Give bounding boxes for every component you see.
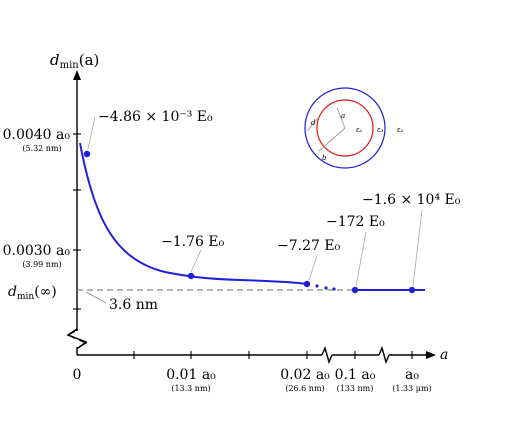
x-tick-sub-001: (13.3 nm) (171, 384, 210, 393)
inset-radius-b (318, 127, 346, 152)
inset-label-e2: ε₂ (397, 126, 404, 134)
y-axis-title: dmin(a) (50, 51, 99, 71)
x-tick-sub-002: (26.6 nm) (285, 384, 324, 393)
gap-dot (324, 286, 328, 290)
energy-label-1: −4.86 × 10⁻³ E₀ (98, 109, 213, 125)
y-tick-sub-0030: (3.99 nm) (22, 260, 61, 269)
gap-dot (332, 287, 336, 291)
inset-label-e3: ε₃ (377, 126, 384, 134)
energy-pointer (355, 231, 367, 287)
asymptote-value: 3.6 nm (109, 297, 158, 313)
x-axis-arrow (426, 351, 436, 359)
inset-radius-a (336, 107, 346, 129)
y-tick-label-0030: 0.0030 a₀ (3, 243, 71, 259)
inset-d-mark (306, 116, 320, 132)
inset-label-b: b (322, 154, 327, 162)
energy-pointer (87, 116, 96, 150)
data-point (408, 286, 416, 294)
data-point (83, 150, 91, 158)
x-tick-label-001: 0.01 a₀ (166, 367, 216, 383)
series-curve (79, 142, 307, 285)
inset-label-d: d (311, 119, 316, 127)
x-tick-label-0: 0 (73, 367, 82, 383)
x-tick-label-a0: a₀ (405, 367, 419, 383)
y-axis-arrow (73, 70, 81, 80)
energy-pointer (190, 249, 202, 273)
x-tick-sub-01: (133 nm) (337, 384, 374, 393)
energy-label-4: −172 E₀ (326, 214, 385, 230)
x-axis-break-2 (378, 345, 390, 365)
inset-label-a: a (341, 112, 345, 120)
x-tick-label-01: 0.1 a₀ (335, 367, 376, 383)
x-ticks (133, 351, 413, 359)
y-axis-break-line (66, 328, 88, 350)
inset-inner-circle (316, 99, 374, 157)
energy-pointer (412, 209, 423, 287)
data-point (303, 280, 311, 288)
energy-label-5: −1.6 × 10⁴ E₀ (362, 192, 461, 208)
y-tick-sub-0040: (5.32 nm) (22, 144, 61, 153)
energy-label-3: −7.27 E₀ (277, 238, 341, 254)
energy-label-2: −1.76 E₀ (161, 234, 225, 250)
x-tick-sub-a0: (1.33 μm) (392, 384, 431, 393)
x-axis-label: a (440, 347, 448, 363)
x-tick-label-002: 0.02 a₀ (280, 367, 330, 383)
y-ticks (73, 133, 81, 310)
energy-pointer (308, 255, 318, 281)
energy-pointers (87, 116, 423, 287)
y-tick-label-0040: 0.0040 a₀ (3, 127, 71, 143)
y-tick-label-dmin-inf: dmin(∞) (8, 284, 57, 302)
asymptote-pointer (85, 291, 107, 304)
x-axis-break-1 (321, 345, 333, 365)
gap-dot (315, 284, 319, 288)
inset-outer-circle (304, 87, 386, 169)
data-point (351, 286, 359, 294)
inset-diagram: a b d ε₁ ε₃ ε₂ (304, 87, 404, 169)
inset-label-e1: ε₁ (356, 126, 363, 134)
data-point (187, 272, 195, 280)
